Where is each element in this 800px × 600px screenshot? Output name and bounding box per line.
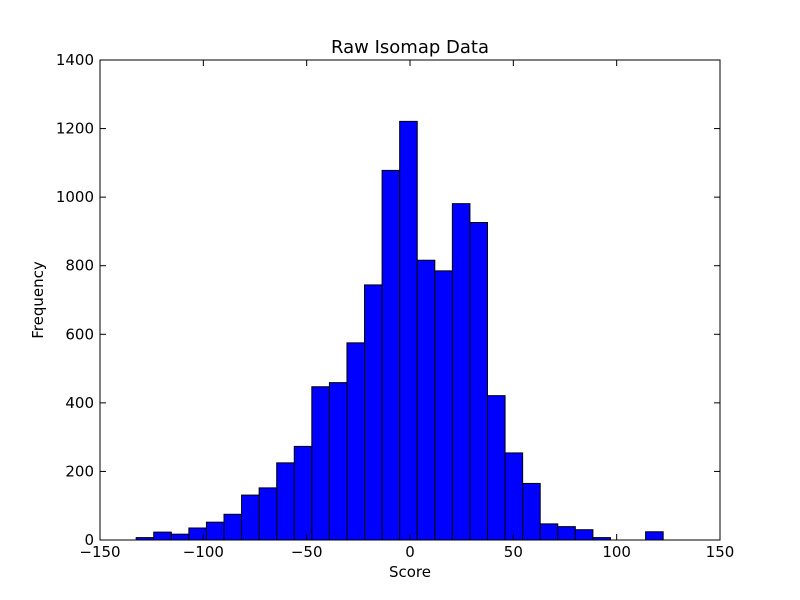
histogram-bar (276, 462, 295, 541)
y-tick-label: 1400 (56, 51, 94, 69)
x-tick-label: 0 (405, 543, 415, 561)
histogram-bar (364, 284, 383, 541)
y-tick-label: 600 (65, 325, 94, 343)
x-axis-label: Score (389, 563, 431, 581)
histogram-bar (574, 529, 594, 541)
histogram-bar (504, 452, 524, 541)
x-tick-label: −50 (291, 543, 323, 561)
y-axis-label: Frequency (29, 261, 47, 339)
histogram-bar (170, 533, 190, 541)
ticks-group: −150 −100 −50 0 50 100 150 0 200 400 600 800 1000 120… (56, 51, 735, 561)
histogram-bar (451, 203, 471, 541)
histogram-bar (328, 382, 348, 541)
histogram-bar (346, 342, 366, 541)
x-tick-label: 50 (504, 543, 523, 561)
x-tick-label: −150 (79, 543, 120, 561)
x-tick-label: 150 (706, 543, 735, 561)
y-tick-label: 1000 (56, 188, 94, 206)
histogram-bar (293, 445, 313, 541)
histogram-bar (223, 513, 243, 541)
y-tick-label: 800 (65, 257, 94, 275)
y-tick-label: 200 (65, 462, 94, 480)
histogram-bar (434, 270, 453, 541)
y-tick-label: 1200 (56, 120, 94, 138)
histogram-bar (469, 222, 488, 541)
histogram-bar (153, 531, 172, 541)
y-tick-label: 400 (65, 394, 94, 412)
histogram-bar (645, 531, 664, 541)
x-tick-label: 100 (602, 543, 631, 561)
histogram-bar (381, 169, 401, 541)
chart-title: Raw Isomap Data (331, 37, 489, 58)
histogram-bar (487, 395, 506, 541)
y-tick-label: 0 (84, 531, 94, 549)
histogram-bar (416, 259, 436, 541)
histogram-bar (399, 120, 418, 541)
x-tick-label: −100 (183, 543, 224, 561)
histogram-bar (557, 526, 576, 541)
histogram-bar (539, 523, 559, 541)
histogram-bar (205, 521, 225, 541)
histogram-bar (258, 487, 278, 541)
histogram-bar (522, 482, 541, 541)
histogram-bar (311, 386, 330, 541)
histogram-bar (241, 494, 260, 541)
